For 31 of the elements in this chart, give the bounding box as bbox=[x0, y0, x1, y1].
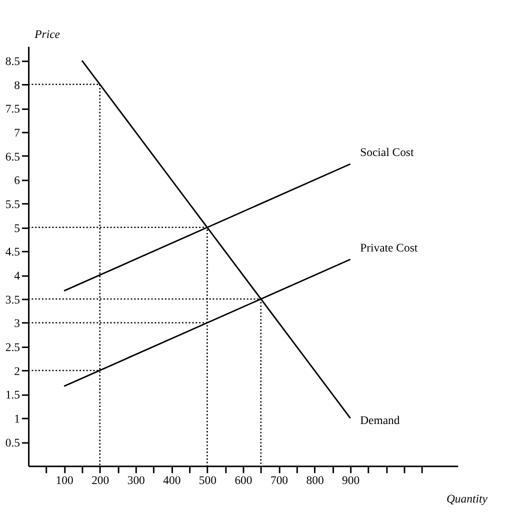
x-tick-label: 400 bbox=[163, 474, 181, 487]
y-tick-label: 4.5 bbox=[5, 246, 20, 259]
y-tick-label: 8 bbox=[14, 78, 20, 92]
x-tick-label: 800 bbox=[306, 474, 324, 487]
y-tick-label: 1.5 bbox=[5, 388, 20, 402]
y-tick-label: 3.5 bbox=[5, 293, 20, 306]
y-tick-label: 5.5 bbox=[5, 198, 20, 211]
x-tick-label: 700 bbox=[270, 474, 288, 487]
y-tick-label: 7 bbox=[14, 126, 20, 140]
series-label: Demand bbox=[360, 414, 400, 428]
y-tick-label: 0.5 bbox=[5, 436, 20, 450]
series-label: Social Cost bbox=[360, 146, 414, 160]
x-tick-label: 300 bbox=[127, 474, 146, 487]
x-tick-label: 600 bbox=[234, 474, 252, 487]
y-tick-label: 1 bbox=[14, 412, 20, 426]
y-tick-label: 7.5 bbox=[5, 102, 20, 116]
y-axis-title: Price bbox=[34, 28, 60, 41]
y-tick-label: 2 bbox=[14, 364, 20, 378]
x-tick-label: 900 bbox=[342, 474, 360, 487]
x-tick-label: 100 bbox=[56, 474, 74, 487]
x-axis-title: Quantity bbox=[446, 492, 488, 506]
y-tick-label: 2.5 bbox=[5, 341, 20, 354]
y-tick-label: 3 bbox=[14, 317, 20, 330]
y-tick-label: 6.5 bbox=[5, 150, 20, 164]
y-tick-label: 5 bbox=[14, 222, 20, 235]
y-tick-label: 8.5 bbox=[5, 54, 20, 68]
y-tick-label: 6 bbox=[14, 174, 20, 188]
x-tick-label: 200 bbox=[92, 474, 110, 487]
x-tick-label: 500 bbox=[198, 474, 217, 487]
y-tick-label: 4 bbox=[14, 270, 20, 282]
series-label: Private Cost bbox=[360, 242, 418, 255]
